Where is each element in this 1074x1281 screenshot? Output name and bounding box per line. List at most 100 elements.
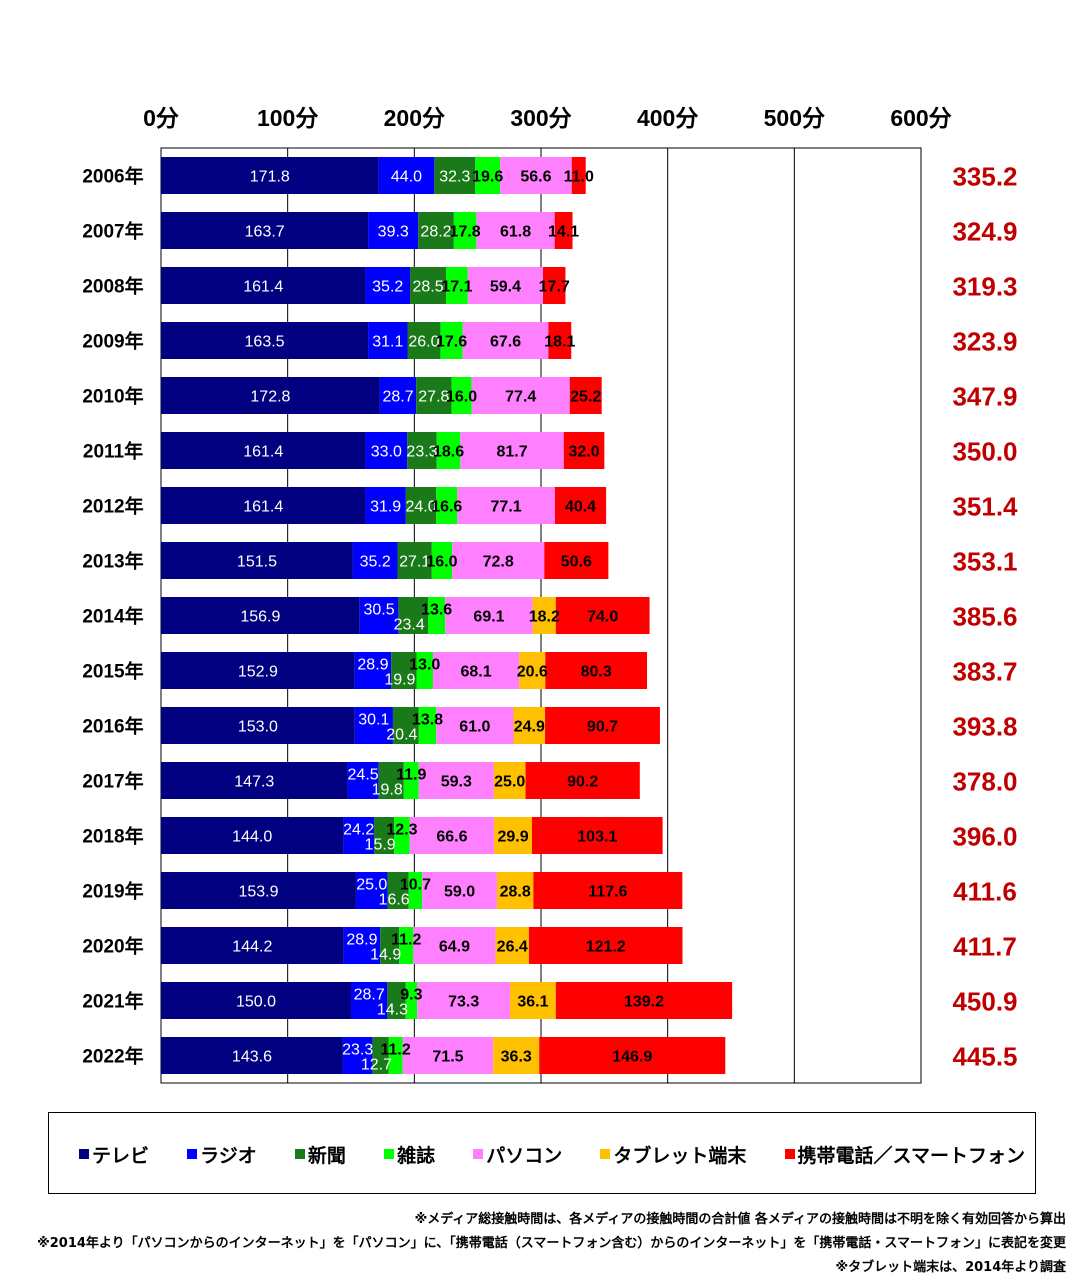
- bar-segment: [372, 1037, 389, 1074]
- total-label: 393.8: [952, 712, 1017, 742]
- data-label: 147.3: [234, 774, 274, 791]
- bar-segment: [543, 267, 566, 304]
- bar-segment: [513, 707, 546, 744]
- data-label: 17.6: [436, 334, 467, 351]
- data-label: 24.9: [514, 719, 545, 736]
- data-label: 19.9: [384, 672, 415, 689]
- bar-segment: [161, 927, 344, 964]
- bar-segment: [545, 652, 648, 689]
- bar-segment: [161, 1037, 343, 1074]
- footnotes: ※メディア総接触時間は、各メディアの接触時間の合計値 各メディアの接触時間は不明…: [37, 1208, 1066, 1280]
- data-label: 24.2: [343, 822, 374, 839]
- bar-segment: [407, 322, 441, 359]
- y-tick-label: 2021年: [82, 990, 143, 1013]
- bar-segment: [405, 982, 418, 1019]
- data-label: 151.5: [237, 554, 277, 571]
- bar-segment: [161, 157, 379, 194]
- bar-segment: [161, 597, 360, 634]
- bar-segment: [571, 157, 586, 194]
- bar-segment: [545, 707, 660, 744]
- bar-segment: [528, 927, 683, 964]
- data-label: 61.8: [500, 224, 531, 241]
- bar-segment: [453, 212, 477, 249]
- y-tick-label: 2016年: [82, 715, 143, 738]
- total-label: 383.7: [952, 657, 1017, 687]
- bar-segment: [380, 927, 400, 964]
- legend-swatch: [473, 1149, 484, 1159]
- data-label: 16.6: [379, 892, 410, 909]
- total-label: 378.0: [952, 767, 1017, 797]
- bar-segment: [368, 212, 419, 249]
- total-label: 411.7: [953, 932, 1017, 962]
- legend-label: パソコン: [486, 1144, 563, 1167]
- bar-segment: [440, 322, 463, 359]
- data-label: 153.0: [238, 719, 278, 736]
- data-label: 20.4: [386, 727, 417, 744]
- data-label: 28.8: [500, 884, 531, 901]
- y-tick-label: 2009年: [82, 330, 143, 353]
- legend-swatch: [187, 1149, 198, 1159]
- bar-segment: [354, 652, 392, 689]
- bar-segment: [475, 157, 501, 194]
- data-label: 33.0: [371, 444, 402, 461]
- bar-segment: [378, 762, 404, 799]
- bar-segment: [392, 707, 419, 744]
- bar-segment: [418, 212, 454, 249]
- bar-segment: [462, 322, 549, 359]
- data-label: 19.6: [472, 169, 503, 186]
- bar-segment: [416, 377, 452, 414]
- total-label: 445.5: [952, 1042, 1017, 1072]
- data-label: 28.5: [413, 279, 444, 296]
- data-label: 32.3: [439, 169, 470, 186]
- data-label: 163.5: [245, 334, 285, 351]
- bar-segment: [161, 267, 366, 304]
- bar-segment: [510, 982, 556, 1019]
- data-label: 59.0: [444, 884, 475, 901]
- bar-segment: [418, 762, 494, 799]
- bar-segment: [431, 542, 453, 579]
- data-label: 161.4: [243, 444, 283, 461]
- bar-segment: [398, 597, 429, 634]
- data-label: 25.0: [494, 774, 525, 791]
- bar-segment: [544, 542, 609, 579]
- data-label: 153.9: [238, 884, 278, 901]
- data-label: 121.2: [586, 939, 626, 956]
- total-label: 411.6: [953, 877, 1017, 907]
- legend-swatch: [294, 1149, 305, 1159]
- bar-segment: [161, 322, 369, 359]
- footnote-1: ※メディア総接触時間は、各メディアの接触時間の合計値 各メディアの接触時間は不明…: [414, 1212, 1066, 1227]
- data-label: 14.3: [377, 1002, 408, 1019]
- data-label: 16.0: [446, 389, 477, 406]
- bar-segment: [452, 542, 545, 579]
- bar-segment: [343, 817, 375, 854]
- bar-segment: [352, 542, 398, 579]
- bar-segment: [399, 927, 414, 964]
- data-label: 71.5: [432, 1049, 463, 1066]
- data-label: 23.4: [394, 617, 425, 634]
- data-label: 23.3: [342, 1042, 373, 1059]
- chart-legend: テレビ ラジオ 新聞 雑誌 パソコン タブレット端末 携帯電話／スマートフォン: [48, 1112, 1036, 1194]
- bar-segment: [532, 817, 663, 854]
- data-label: 144.2: [232, 939, 272, 956]
- bar-segment: [407, 432, 437, 469]
- bar-segment: [495, 927, 529, 964]
- bar-segment: [460, 432, 564, 469]
- data-label: 144.0: [232, 829, 272, 846]
- data-label: 18.2: [529, 609, 560, 626]
- legend-swatch: [784, 1149, 795, 1159]
- total-label: 323.9: [952, 327, 1017, 357]
- total-label: 353.1: [952, 547, 1017, 577]
- bar-segment: [394, 817, 410, 854]
- y-tick-label: 2011年: [83, 440, 143, 463]
- bar-segment: [445, 597, 533, 634]
- y-tick-label: 2019年: [82, 880, 143, 903]
- y-tick-label: 2007年: [82, 220, 143, 243]
- data-label: 31.1: [372, 334, 403, 351]
- bar-segment: [494, 817, 533, 854]
- data-label: 24.5: [348, 767, 379, 784]
- x-tick-label: 0分: [143, 105, 179, 131]
- bar-segment: [410, 267, 447, 304]
- data-label: 10.7: [400, 877, 431, 894]
- data-label: 17.7: [539, 279, 570, 296]
- y-tick-label: 2020年: [82, 935, 143, 958]
